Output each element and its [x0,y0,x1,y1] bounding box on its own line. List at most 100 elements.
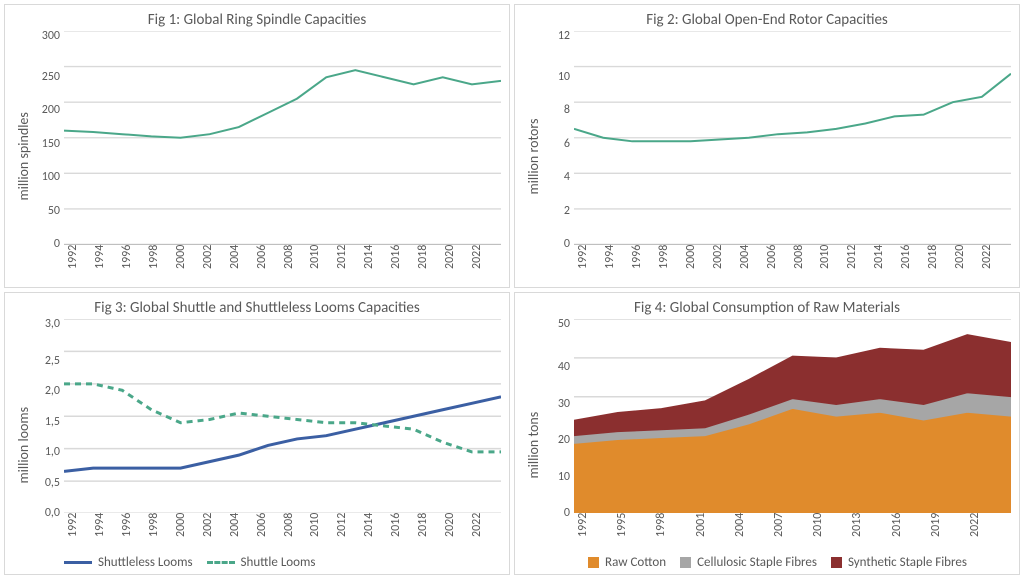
ytick: 3,0 [34,317,60,329]
xtick: 1998 [654,513,693,551]
xtick: 2002 [201,245,228,283]
xtick: 2007 [772,513,811,551]
fig4-yticks: 50403020100 [544,319,574,514]
legend-item: Raw Cotton [588,555,666,570]
ytick: 0,0 [34,507,60,519]
ytick: 250 [34,71,60,83]
ytick: 2 [544,205,570,217]
panel-fig2: Fig 2: Global Open-End Rotor Capacities … [514,4,1020,288]
xtick: 1996 [120,513,147,551]
legend-swatch [680,557,691,568]
xtick: 1995 [615,513,654,551]
fig3-ylabel: million looms [13,319,34,571]
panel-fig4: Fig 4: Global Consumption of Raw Materia… [514,292,1020,576]
xtick: 1998 [147,245,174,283]
fig3-yticks: 3,02,52,01,51,00,50,0 [34,319,64,514]
ytick: 0 [544,507,570,519]
xtick: 1996 [630,245,657,283]
fig3-xaxis: 1992199419961998200020022004200620082010… [34,513,501,551]
xtick: 2020 [443,245,470,283]
fig3-title: Fig 3: Global Shuttle and Shuttleless Lo… [13,299,501,317]
ytick: 200 [34,104,60,116]
ytick: 10 [544,471,570,483]
ytick: 4 [544,171,570,183]
ytick: 0 [544,238,570,250]
xtick: 2020 [443,513,470,551]
ytick: 10 [544,71,570,83]
ytick: 50 [34,205,60,217]
xtick: 2018 [926,245,953,283]
xtick: 1992 [576,245,603,283]
ytick: 8 [544,104,570,116]
fig1-xaxis: 1992199419961998200020022004200620082010… [34,245,501,283]
xtick: 2016 [890,513,929,551]
xtick: 2013 [850,513,889,551]
legend-label: Raw Cotton [605,555,666,570]
fig2-title: Fig 2: Global Open-End Rotor Capacities [523,11,1011,29]
fig1-yticks: 300250200150100500 [34,31,64,245]
ytick: 2,0 [34,385,60,397]
legend-item: Shuttleless Looms [64,555,193,570]
xtick: 1992 [66,245,93,283]
xtick: 2022 [968,513,1007,551]
ytick: 1,5 [34,416,60,428]
ytick: 0,5 [34,477,60,489]
xtick: 2004 [738,245,765,283]
ytick: 100 [34,171,60,183]
xtick: 2006 [765,245,792,283]
legend-swatch [831,557,842,568]
legend-item: Synthetic Staple Fibres [831,555,967,570]
xtick: 1994 [603,245,630,283]
fig2-plot [574,31,1011,245]
fig4-xaxis: 1992199519982001200420072010201320162019… [544,513,1011,551]
xtick: 2018 [416,513,443,551]
ytick: 0 [34,238,60,250]
xtick: 2008 [282,245,309,283]
xtick: 2012 [335,245,362,283]
xtick: 2014 [872,245,899,283]
xtick: 2004 [228,245,255,283]
xtick: 2000 [684,245,711,283]
panel-fig1: Fig 1: Global Ring Spindle Capacities mi… [4,4,510,288]
xtick: 2020 [953,245,980,283]
ytick: 2,5 [34,355,60,367]
fig4-plot [574,319,1011,514]
xtick: 2002 [711,245,738,283]
xtick: 2022 [470,513,497,551]
xtick: 1994 [93,245,120,283]
ytick: 50 [544,317,570,329]
chart-grid: Fig 1: Global Ring Spindle Capacities mi… [4,4,1020,575]
xtick: 2001 [694,513,733,551]
xtick: 2016 [389,513,416,551]
legend-label: Shuttle Looms [241,555,316,570]
xtick: 2022 [980,245,1007,283]
legend-swatch [207,561,235,564]
ytick: 20 [544,434,570,446]
xtick: 1992 [576,513,615,551]
xtick: 2014 [362,245,389,283]
fig3-plot [64,319,501,514]
xtick: 2002 [201,513,228,551]
fig3-legend: Shuttleless Looms Shuttle Looms [34,551,501,570]
legend-swatch [64,561,92,564]
fig2-ylabel: million rotors [523,31,544,283]
legend-item: Shuttle Looms [207,555,316,570]
fig4-title: Fig 4: Global Consumption of Raw Materia… [523,299,1011,317]
xtick: 2004 [228,513,255,551]
xtick: 2016 [389,245,416,283]
xtick: 2016 [899,245,926,283]
xtick: 2019 [929,513,968,551]
xtick: 2000 [174,245,201,283]
panel-fig3: Fig 3: Global Shuttle and Shuttleless Lo… [4,292,510,576]
fig1-ylabel: million spindles [13,31,34,283]
legend-item: Cellulosic Staple Fibres [680,555,817,570]
ytick: 40 [544,361,570,373]
xtick: 2006 [255,513,282,551]
fig1-title: Fig 1: Global Ring Spindle Capacities [13,11,501,29]
fig1-plot [64,31,501,245]
xtick: 2014 [362,513,389,551]
ytick: 1,0 [34,446,60,458]
xtick: 2012 [845,245,872,283]
legend-label: Cellulosic Staple Fibres [697,555,817,570]
xtick: 1996 [120,245,147,283]
